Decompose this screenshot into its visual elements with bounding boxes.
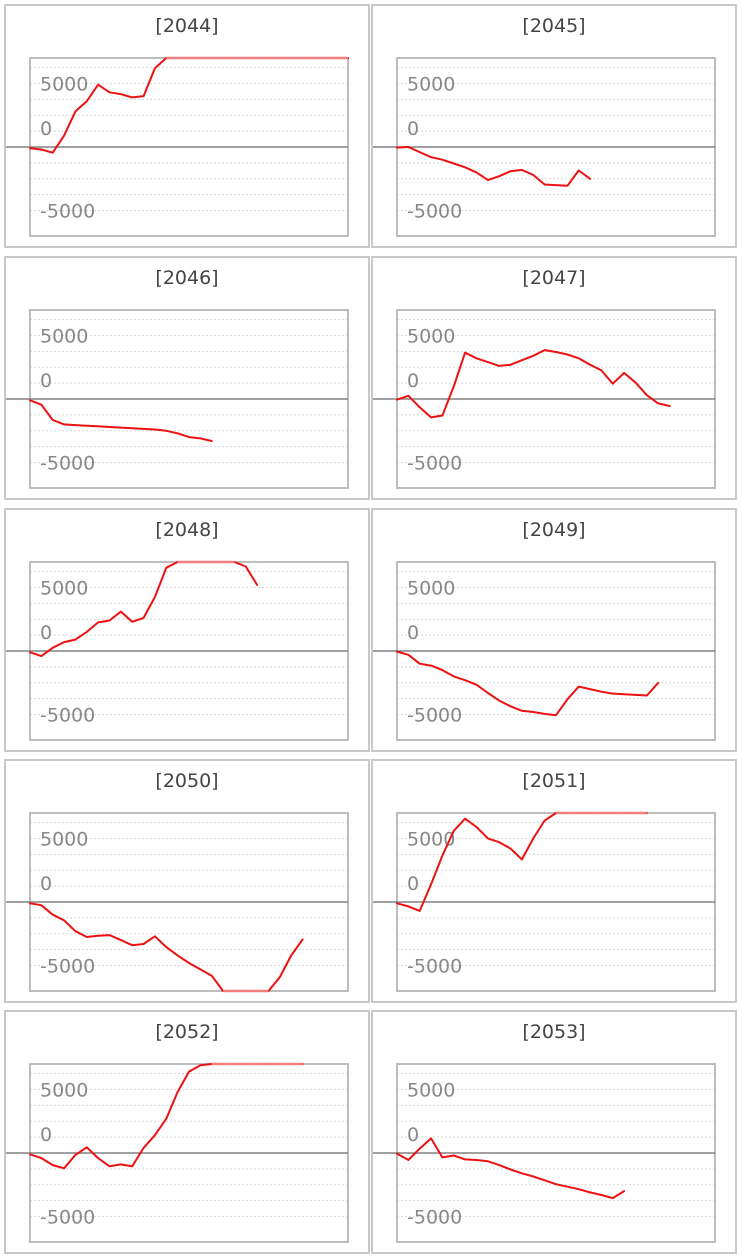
y-tick-label: -5000 <box>40 201 95 223</box>
y-tick-label: -5000 <box>40 956 95 978</box>
y-tick-label: 0 <box>407 1124 419 1146</box>
chart-panel: [2050] 5000 0 -5000 <box>4 759 370 1003</box>
chart-svg: 5000 0 -5000 <box>373 811 716 992</box>
chart-panel: [2051] 5000 0 -5000 <box>371 759 737 1003</box>
y-tick-label: 5000 <box>407 1079 455 1101</box>
y-tick-label: 0 <box>40 622 52 644</box>
chart-svg: 5000 0 -5000 <box>6 812 349 993</box>
y-tick-label: 0 <box>40 873 52 895</box>
chart-panel: [2045] 5000 0 -5000 <box>371 4 737 248</box>
chart-title: [2048] <box>155 519 219 541</box>
chart-svg: 5000 0 -5000 <box>6 56 349 237</box>
series-line <box>29 561 259 658</box>
y-tick-label: 0 <box>40 370 52 392</box>
chart-title: [2046] <box>155 267 219 289</box>
y-tick-label: 5000 <box>40 73 88 95</box>
chart-panel: [2053] 5000 0 -5000 <box>371 1010 737 1254</box>
y-tick-label: 0 <box>407 118 419 140</box>
y-tick-label: 5000 <box>407 828 455 850</box>
chart-panel: [2044] 5000 0 -5000 <box>4 4 370 248</box>
chart-title: [2047] <box>522 267 586 289</box>
chart-svg: 5000 0 -5000 <box>373 309 716 489</box>
chart-svg: 5000 0 -5000 <box>6 1062 349 1243</box>
y-tick-label: 5000 <box>40 325 88 347</box>
y-tick-label: 5000 <box>40 577 88 599</box>
series-line <box>29 399 213 442</box>
chart-panel: [2052] 5000 0 -5000 <box>4 1010 370 1254</box>
chart-title: [2044] <box>155 15 219 37</box>
y-tick-label: 5000 <box>40 1079 88 1101</box>
y-tick-label: -5000 <box>407 201 462 223</box>
y-tick-label: 0 <box>407 873 419 895</box>
y-tick-label: -5000 <box>407 956 462 978</box>
chart-title: [2052] <box>155 1021 219 1043</box>
y-tick-label: -5000 <box>40 705 95 727</box>
y-tick-label: -5000 <box>40 453 95 475</box>
y-tick-label: -5000 <box>407 1207 462 1229</box>
y-tick-label: 0 <box>407 622 419 644</box>
y-tick-label: -5000 <box>407 705 462 727</box>
chart-panel: [2048] 5000 0 -5000 <box>4 508 370 752</box>
chart-panel: [2046] 5000 0 -5000 <box>4 256 370 500</box>
series-line <box>396 349 671 419</box>
y-tick-label: -5000 <box>407 453 462 475</box>
y-tick-label: 5000 <box>40 828 88 850</box>
y-tick-label: 0 <box>407 370 419 392</box>
chart-panel: [2047] 5000 0 -5000 <box>371 256 737 500</box>
y-tick-label: 0 <box>40 1124 52 1146</box>
chart-title: [2050] <box>155 770 219 792</box>
chart-title: [2045] <box>522 15 586 37</box>
series-line <box>396 146 592 187</box>
chart-svg: 5000 0 -5000 <box>373 561 716 741</box>
y-tick-label: 5000 <box>407 325 455 347</box>
chart-title: [2049] <box>522 519 586 541</box>
series-line <box>396 1137 626 1200</box>
chart-panel: [2049] 5000 0 -5000 <box>371 508 737 752</box>
chart-svg: 5000 0 -5000 <box>373 1063 716 1243</box>
y-tick-label: 5000 <box>407 577 455 599</box>
chart-svg: 5000 0 -5000 <box>6 560 349 741</box>
y-tick-label: -5000 <box>40 1207 95 1229</box>
chart-title: [2051] <box>522 770 586 792</box>
chart-svg: 5000 0 -5000 <box>373 57 716 237</box>
series-line <box>396 650 660 717</box>
y-tick-label: 5000 <box>407 73 455 95</box>
y-tick-label: 0 <box>40 118 52 140</box>
chart-svg: 5000 0 -5000 <box>6 309 349 489</box>
chart-title: [2053] <box>522 1021 586 1043</box>
series-line <box>29 57 349 154</box>
